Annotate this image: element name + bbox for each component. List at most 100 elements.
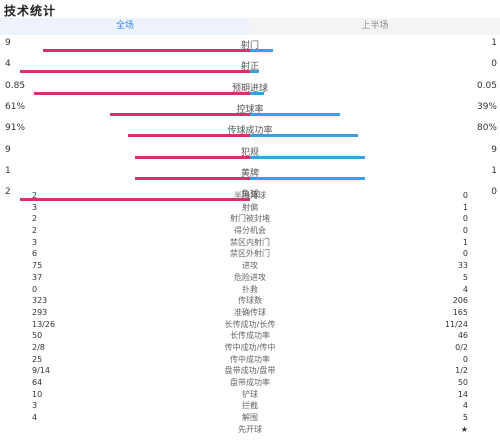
stat-label: 解围	[242, 413, 258, 423]
stat-label: 传球数	[238, 296, 262, 306]
away-value: 206	[452, 296, 468, 306]
home-value: 10	[32, 389, 43, 399]
home-value: 2	[32, 191, 38, 200]
stats-table: 2 半场角球 0 3 射偏 1 2 射门被封堵 0 2 得分机会 0 3 禁区内射门 1 6 禁区外射门 0 75 进…	[0, 190, 500, 435]
table-row: 3 拦截 4	[0, 400, 500, 412]
away-value: 14	[457, 389, 468, 399]
home-value: 2	[32, 214, 38, 224]
bar-stat-row: 0.85 预期进球 0.05	[0, 79, 500, 100]
away-value: 0	[462, 191, 468, 200]
stat-label: 准确传球	[234, 307, 266, 317]
stat-label: 进攻	[242, 261, 258, 271]
stat-label: 扑救	[242, 284, 258, 294]
table-row: 75 进攻 33	[0, 260, 500, 272]
away-bar	[250, 134, 358, 138]
bar-stat-row: 1 黄牌 1	[0, 164, 500, 185]
away-value: 0	[462, 214, 468, 224]
away-value: 5	[462, 272, 468, 282]
away-value: 1	[491, 38, 497, 48]
away-value: 1	[491, 165, 497, 176]
period-tabs: 全场 上半场	[0, 18, 500, 35]
stat-label: 盘带成功率	[230, 378, 270, 387]
table-row: 6 禁区外射门 0	[0, 248, 500, 260]
bar-stat-row: 4 射正 0	[0, 57, 500, 78]
stat-label: 长传成功率	[230, 331, 270, 341]
home-value: 293	[32, 307, 48, 317]
home-value: 2	[32, 226, 38, 236]
table-row: 25 传中成功率 0	[0, 354, 500, 366]
stat-label: 射偏	[242, 202, 258, 212]
table-row: 3 禁区内射门 1	[0, 237, 500, 249]
home-value: 3	[32, 237, 38, 247]
home-value: 25	[32, 354, 43, 364]
home-bar	[135, 155, 250, 159]
away-bar	[250, 49, 273, 52]
away-bar	[250, 112, 340, 116]
stat-label: 半场角球	[234, 191, 266, 200]
home-value: 2/8	[32, 342, 45, 352]
away-bar	[250, 70, 259, 74]
home-value: 3	[32, 401, 38, 411]
home-value: 0	[32, 284, 38, 294]
stat-label: 预期进球	[231, 83, 268, 94]
home-value: 323	[32, 296, 48, 306]
away-value: 9	[491, 144, 497, 155]
away-value: 0	[462, 354, 468, 364]
stat-label: 盘带成功/盘带	[224, 366, 276, 376]
table-row: 10 铲球 14	[0, 389, 500, 401]
home-bar	[34, 91, 250, 95]
home-value: 2	[5, 187, 11, 198]
table-row: 64 盘带成功率 50	[0, 377, 500, 389]
stat-label: 角球	[240, 190, 259, 201]
bar-stat-row: 91% 传球成功率 80%	[0, 121, 500, 142]
away-value: ★	[460, 424, 468, 434]
bar-stat-row: 9 犯规 9	[0, 143, 500, 164]
stat-label: 黄牌	[240, 168, 259, 179]
stat-label: 控球率	[236, 104, 264, 115]
away-value: 39%	[476, 101, 497, 112]
home-value: 9	[5, 38, 11, 48]
home-bar	[20, 70, 250, 74]
away-value: 46	[457, 331, 468, 341]
tab-first-half[interactable]: 上半场	[250, 18, 500, 35]
away-value: 5	[462, 413, 468, 423]
home-value: 64	[32, 378, 43, 387]
away-value: 0	[491, 187, 497, 198]
home-value: 9	[5, 144, 11, 155]
home-value: 50	[32, 331, 43, 341]
away-value: 1	[462, 202, 468, 212]
away-value: 0.05	[476, 80, 497, 91]
home-bar	[135, 176, 250, 180]
stat-label: 传球成功率	[227, 126, 273, 137]
bar-stat-row: 61% 控球率 39%	[0, 100, 500, 121]
table-row: 先开球 ★	[0, 424, 500, 436]
home-value: 4	[32, 413, 38, 423]
home-value: 75	[32, 261, 43, 271]
stat-label: 传中成功/传中	[224, 342, 276, 352]
table-row: 3 射偏 1	[0, 202, 500, 214]
away-value: 4	[462, 284, 468, 294]
home-value: 61%	[5, 101, 26, 112]
away-value: 1	[462, 237, 468, 247]
bar-stat-row: 9 射门 1	[0, 36, 500, 57]
away-value: 50	[457, 378, 468, 387]
table-row: 2 得分机会 0	[0, 225, 500, 237]
away-value: 33	[457, 261, 468, 271]
table-row: 2 射门被封堵 0	[0, 213, 500, 225]
stat-label: 长传成功/长传	[224, 319, 276, 329]
home-bar	[110, 112, 250, 116]
away-value: 4	[462, 401, 468, 411]
away-value: 11/24	[444, 319, 468, 329]
away-bar	[250, 176, 365, 180]
home-value: 9/14	[32, 366, 50, 376]
away-value: 1/2	[455, 366, 468, 376]
stat-label: 射门被封堵	[230, 214, 270, 224]
table-row: 2/8 传中成功/传中 0/2	[0, 342, 500, 354]
table-row: 0 扑救 4	[0, 284, 500, 296]
table-row: 4 解围 5	[0, 412, 500, 424]
away-value: 0	[491, 59, 497, 70]
stat-label: 射门	[240, 41, 259, 51]
away-bar	[250, 91, 264, 95]
table-row: 2 半场角球 0	[0, 190, 500, 202]
tab-full-match[interactable]: 全场	[0, 18, 250, 35]
